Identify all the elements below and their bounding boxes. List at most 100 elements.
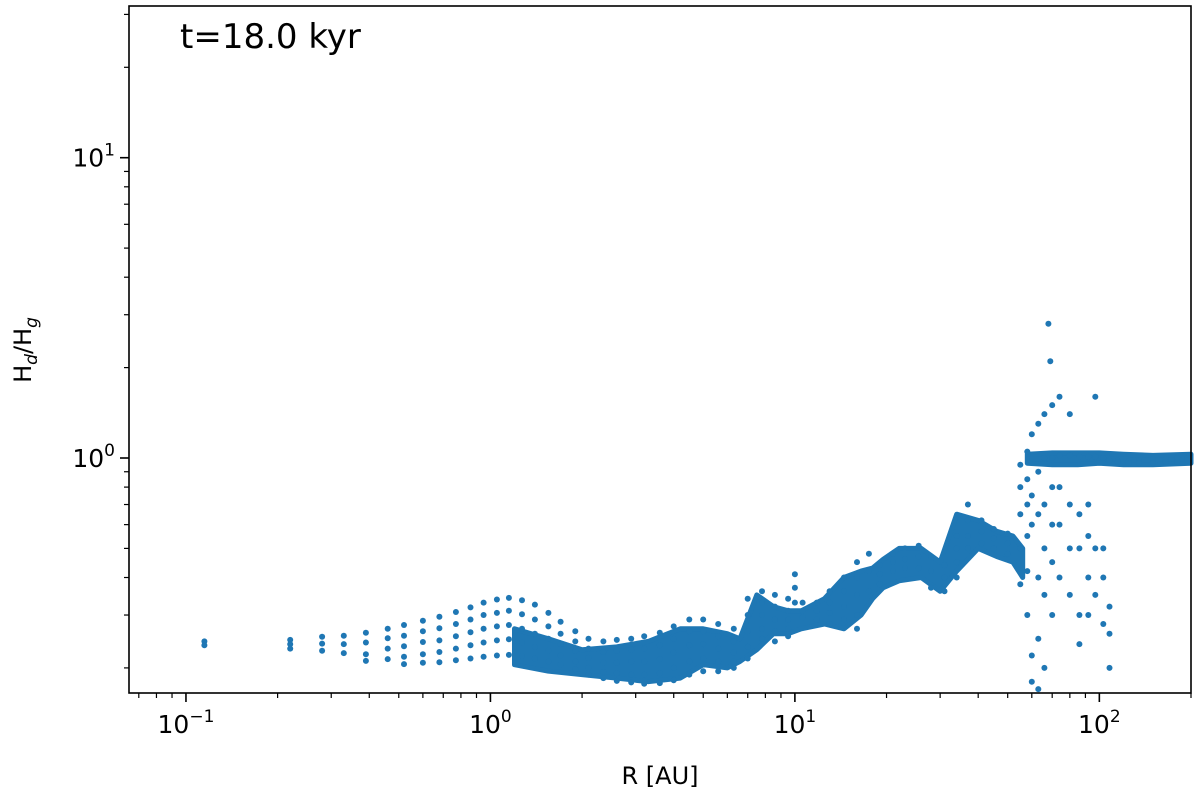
- data-point-32: [436, 649, 443, 655]
- data-point-77: [557, 652, 564, 659]
- data-point-52: [493, 637, 500, 644]
- data-point-33: [436, 659, 443, 666]
- data-point-209: [964, 545, 971, 552]
- data-point-95: [613, 647, 620, 654]
- data-point-248: [1047, 358, 1054, 365]
- data-point-265: [1076, 453, 1083, 460]
- data-point-249: [1049, 402, 1056, 409]
- data-point-111: [656, 656, 663, 663]
- data-point-149: [771, 591, 778, 598]
- data-point-298: [1174, 459, 1181, 465]
- data-point-267: [1076, 545, 1083, 552]
- data-point-40: [467, 616, 474, 623]
- data-point-132: [715, 658, 722, 665]
- data-point-133: [715, 668, 722, 675]
- data-point-219: [1017, 461, 1024, 468]
- y-axis-label-sub1: d: [22, 354, 42, 365]
- data-point-41: [467, 629, 474, 636]
- data-point-190: [902, 545, 908, 552]
- data-point-178: [854, 591, 860, 598]
- data-point-35: [452, 621, 459, 627]
- data-point-88: [585, 671, 592, 678]
- data-point-205: [953, 574, 960, 581]
- data-point-200: [941, 574, 948, 581]
- data-point-161: [791, 599, 798, 606]
- data-point-270: [1085, 453, 1092, 460]
- data-point-254: [1049, 612, 1056, 618]
- data-point-176: [854, 559, 860, 566]
- data-point-228: [1024, 568, 1031, 575]
- data-point-15: [384, 625, 391, 632]
- data-point-60: [519, 611, 525, 618]
- data-point-159: [791, 571, 798, 578]
- data-point-137: [730, 658, 737, 665]
- data-point-196: [928, 553, 934, 560]
- data-point-130: [715, 633, 722, 640]
- y-tick-label-0: 100: [72, 441, 115, 473]
- data-point-264: [1066, 591, 1073, 598]
- data-point-173: [841, 588, 847, 595]
- data-point-127: [700, 655, 707, 662]
- data-point-48: [480, 653, 487, 660]
- data-point-82: [572, 658, 579, 665]
- data-point-51: [493, 623, 500, 630]
- data-point-56: [505, 622, 512, 628]
- data-point-4: [287, 645, 294, 652]
- x-tick-label-3: 102: [1078, 707, 1121, 739]
- data-point-114: [670, 623, 677, 630]
- data-point-97: [613, 670, 620, 677]
- data-point-11: [362, 629, 369, 636]
- data-point-57: [505, 636, 512, 643]
- data-point-30: [436, 625, 443, 632]
- data-point-18: [384, 656, 391, 663]
- data-point-180: [854, 625, 860, 632]
- data-point-167: [813, 616, 820, 623]
- data-point-45: [480, 612, 487, 618]
- data-point-142: [744, 643, 751, 650]
- data-point-101: [628, 658, 635, 665]
- data-point-182: [865, 568, 872, 575]
- data-point-107: [641, 671, 648, 678]
- data-point-278: [1092, 591, 1099, 598]
- data-point-203: [953, 545, 960, 552]
- data-point-79: [572, 628, 579, 635]
- data-point-128: [700, 668, 707, 675]
- data-points: [201, 320, 1194, 693]
- data-point-150: [771, 603, 778, 610]
- data-point-94: [613, 636, 620, 643]
- data-point-231: [1028, 492, 1035, 499]
- data-point-212: [978, 540, 985, 547]
- data-point-46: [480, 625, 487, 632]
- data-point-181: [865, 550, 872, 557]
- data-point-19: [401, 622, 407, 628]
- data-point-14: [362, 657, 369, 664]
- data-point-138: [730, 664, 737, 671]
- data-point-50: [493, 609, 500, 616]
- data-point-61: [519, 625, 525, 632]
- data-point-194: [915, 553, 922, 560]
- data-point-110: [656, 642, 663, 649]
- data-point-100: [628, 646, 635, 653]
- data-point-74: [557, 618, 564, 625]
- data-point-73: [545, 658, 552, 665]
- data-point-135: [730, 638, 737, 645]
- data-point-186: [876, 581, 883, 588]
- data-point-217: [1004, 540, 1011, 547]
- data-point-113: [656, 680, 663, 687]
- data-point-247: [1045, 320, 1052, 327]
- data-point-229: [1024, 612, 1031, 618]
- data-point-69: [545, 609, 552, 616]
- data-point-224: [1024, 448, 1031, 455]
- data-point-136: [730, 649, 737, 656]
- data-point-27: [419, 651, 426, 658]
- data-point-193: [915, 542, 922, 549]
- data-point-168: [826, 588, 833, 595]
- data-point-148: [759, 635, 765, 642]
- data-point-2: [287, 636, 294, 643]
- data-point-268: [1076, 612, 1083, 618]
- data-point-96: [613, 659, 620, 666]
- plot-frame: [128, 5, 1192, 694]
- data-point-5: [319, 633, 326, 640]
- data-point-241: [1041, 411, 1048, 418]
- data-point-81: [572, 647, 579, 654]
